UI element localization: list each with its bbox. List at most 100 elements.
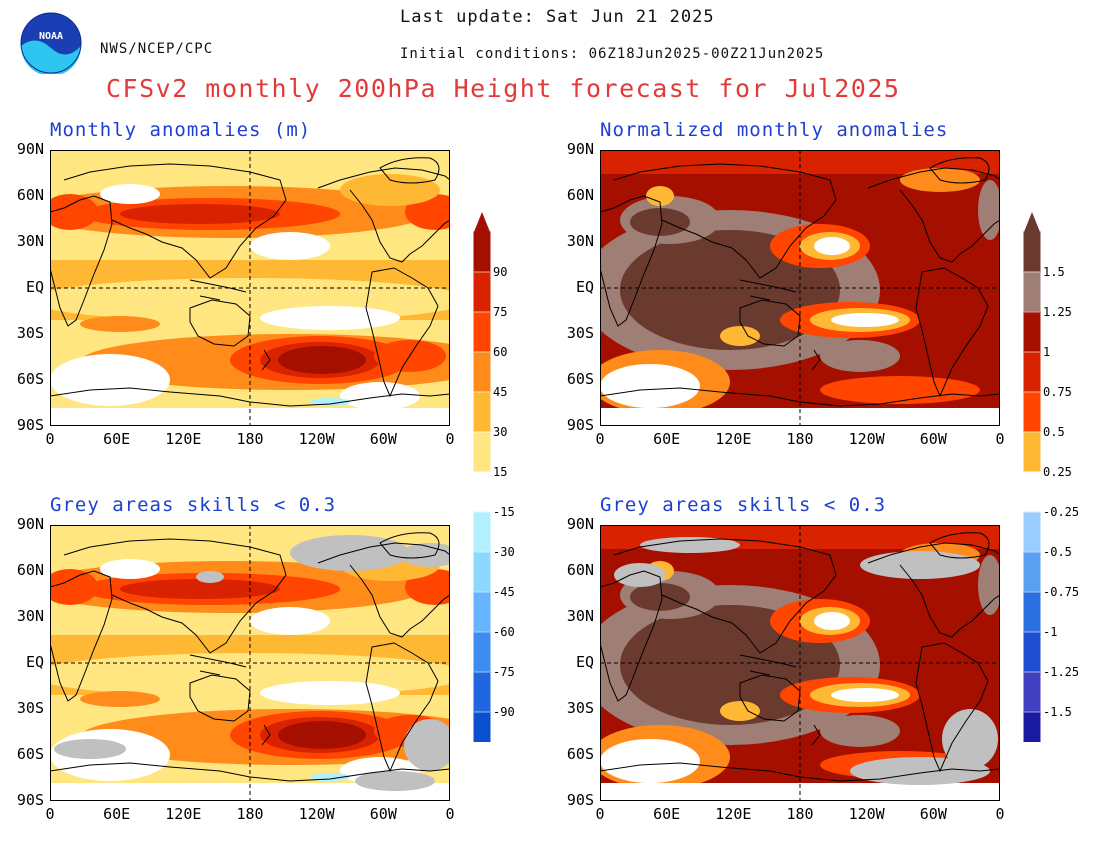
field-sh-high bbox=[820, 715, 900, 747]
lon-tick-label: 120W bbox=[848, 430, 885, 448]
colorbar-cap-top bbox=[1024, 212, 1040, 232]
map-frame bbox=[50, 525, 450, 801]
colorbar-band bbox=[473, 391, 491, 433]
field-asia-core bbox=[630, 583, 690, 611]
coast-africa bbox=[600, 195, 663, 327]
lat-tick-label: 90S bbox=[16, 791, 44, 809]
field-sp-min bbox=[831, 688, 899, 702]
colorbar-label: -60 bbox=[493, 625, 515, 639]
colorbar-band bbox=[473, 711, 491, 742]
coast-greenland bbox=[379, 532, 440, 559]
coast-asia bbox=[613, 163, 837, 279]
lat-tick-label: 90S bbox=[566, 416, 594, 434]
colorbar-band bbox=[473, 311, 491, 353]
colorbar-label: 45 bbox=[493, 385, 507, 399]
field-atlantic bbox=[978, 555, 1000, 615]
lat-tick-label: 90S bbox=[16, 416, 44, 434]
lon-tick-label: 60E bbox=[103, 430, 131, 448]
field-sp-min bbox=[831, 313, 899, 327]
coast-greenland bbox=[379, 157, 440, 184]
lon-tick-label: 180 bbox=[236, 430, 264, 448]
colorbar-band bbox=[473, 471, 491, 513]
lat-tick-label: EQ bbox=[575, 653, 594, 671]
colorbar-label: -1.25 bbox=[1043, 665, 1079, 679]
colorbar-band bbox=[473, 511, 491, 553]
lat-tick-label: 30S bbox=[566, 699, 594, 717]
lat-tick-label: 90S bbox=[566, 791, 594, 809]
map-frame bbox=[600, 525, 1000, 801]
lat-tick-label: 90N bbox=[16, 140, 44, 158]
colorbar-label: -30 bbox=[493, 545, 515, 559]
lon-tick-label: 0 bbox=[595, 805, 605, 823]
colorbar-label: 60 bbox=[493, 345, 507, 359]
colorbar-band bbox=[1023, 671, 1041, 713]
colorbar-band bbox=[473, 631, 491, 673]
field-nh-jet-core bbox=[120, 204, 280, 224]
skill-mask-asia bbox=[196, 571, 224, 583]
coast-new-zealand bbox=[811, 724, 821, 746]
lon-tick-label: 120W bbox=[848, 805, 885, 823]
lat-tick-label: 30N bbox=[566, 607, 594, 625]
skill-mask-atlantic bbox=[942, 709, 998, 769]
map-monthly-anomalies bbox=[50, 150, 450, 426]
colorbar-right: 1.5 1.25 1 0.75 0.5 0.25 -0.25 -0.5 -0.75 -1 -1.25… bbox=[1023, 212, 1079, 742]
coast-south-america bbox=[915, 267, 989, 398]
colorbar-label: 0.25 bbox=[1043, 465, 1072, 479]
lon-tick-label: 0 bbox=[45, 430, 55, 448]
coast-africa bbox=[600, 570, 663, 702]
map-anomalies-skill-masked bbox=[50, 525, 450, 801]
colorbar-label: -45 bbox=[493, 585, 515, 599]
field-asia-min bbox=[646, 186, 674, 206]
field-antarctic-min bbox=[340, 382, 420, 410]
coast-new-zealand bbox=[811, 349, 821, 371]
colorbar-band bbox=[1023, 311, 1041, 353]
initial-conditions: Initial conditions: 06Z18Jun2025-00Z21Ju… bbox=[400, 46, 825, 62]
colorbar-left: 90 75 60 45 30 15 -15 -30 -45 -60 -75 -90 bbox=[473, 212, 515, 742]
lat-tick-label: 30S bbox=[566, 324, 594, 342]
field-asia-min bbox=[100, 184, 160, 204]
colorbar-band bbox=[1023, 511, 1041, 553]
lon-tick-label: 0 bbox=[45, 805, 55, 823]
coast-indonesia bbox=[189, 654, 247, 676]
lat-tick-label: 60S bbox=[566, 745, 594, 763]
colorbar-band bbox=[473, 231, 491, 273]
colorbar-label: -15 bbox=[493, 505, 515, 519]
lat-tick-label: 90N bbox=[566, 140, 594, 158]
skill-mask-europe bbox=[614, 563, 666, 587]
colorbar-band bbox=[473, 671, 491, 713]
colorbar-label: -0.75 bbox=[1043, 585, 1079, 599]
field-asia-core bbox=[630, 208, 690, 236]
field-indian-high bbox=[80, 691, 160, 707]
colorbar-label: 0.75 bbox=[1043, 385, 1072, 399]
skill-mask-antarctic bbox=[355, 771, 435, 791]
coast-south-america bbox=[915, 642, 989, 773]
lat-tick-label: 30N bbox=[566, 232, 594, 250]
field-aus-min bbox=[720, 701, 760, 721]
lat-tick-label: 60S bbox=[16, 745, 44, 763]
skill-mask-atlantic bbox=[404, 719, 450, 771]
panel-title-top-right: Normalized monthly anomalies bbox=[600, 119, 949, 141]
coast-south-america bbox=[365, 642, 439, 773]
coast-indonesia bbox=[739, 279, 797, 301]
colorbar-label: 1 bbox=[1043, 345, 1050, 359]
field-europe-high bbox=[50, 569, 98, 605]
coast-antarctica bbox=[50, 387, 450, 407]
colorbar-label: -0.5 bbox=[1043, 545, 1072, 559]
coast-australia bbox=[189, 674, 251, 722]
colorbar-band bbox=[1023, 591, 1041, 633]
lon-tick-label: 0 bbox=[595, 430, 605, 448]
colorbar-label: -75 bbox=[493, 665, 515, 679]
map-frame bbox=[50, 150, 450, 426]
lat-tick-label: EQ bbox=[575, 278, 594, 296]
lon-tick-label: 120E bbox=[715, 430, 752, 448]
colorbar-band bbox=[1023, 271, 1041, 313]
coast-south-america bbox=[365, 267, 439, 398]
coast-asia bbox=[613, 538, 837, 654]
coast-australia bbox=[739, 674, 801, 722]
colorbar-band bbox=[1023, 351, 1041, 393]
coast-new-zealand bbox=[261, 349, 271, 371]
coast-asia bbox=[63, 163, 287, 279]
colorbar-label: 15 bbox=[493, 465, 507, 479]
colorbar-band bbox=[473, 351, 491, 393]
skill-mask-siberia bbox=[640, 537, 740, 553]
